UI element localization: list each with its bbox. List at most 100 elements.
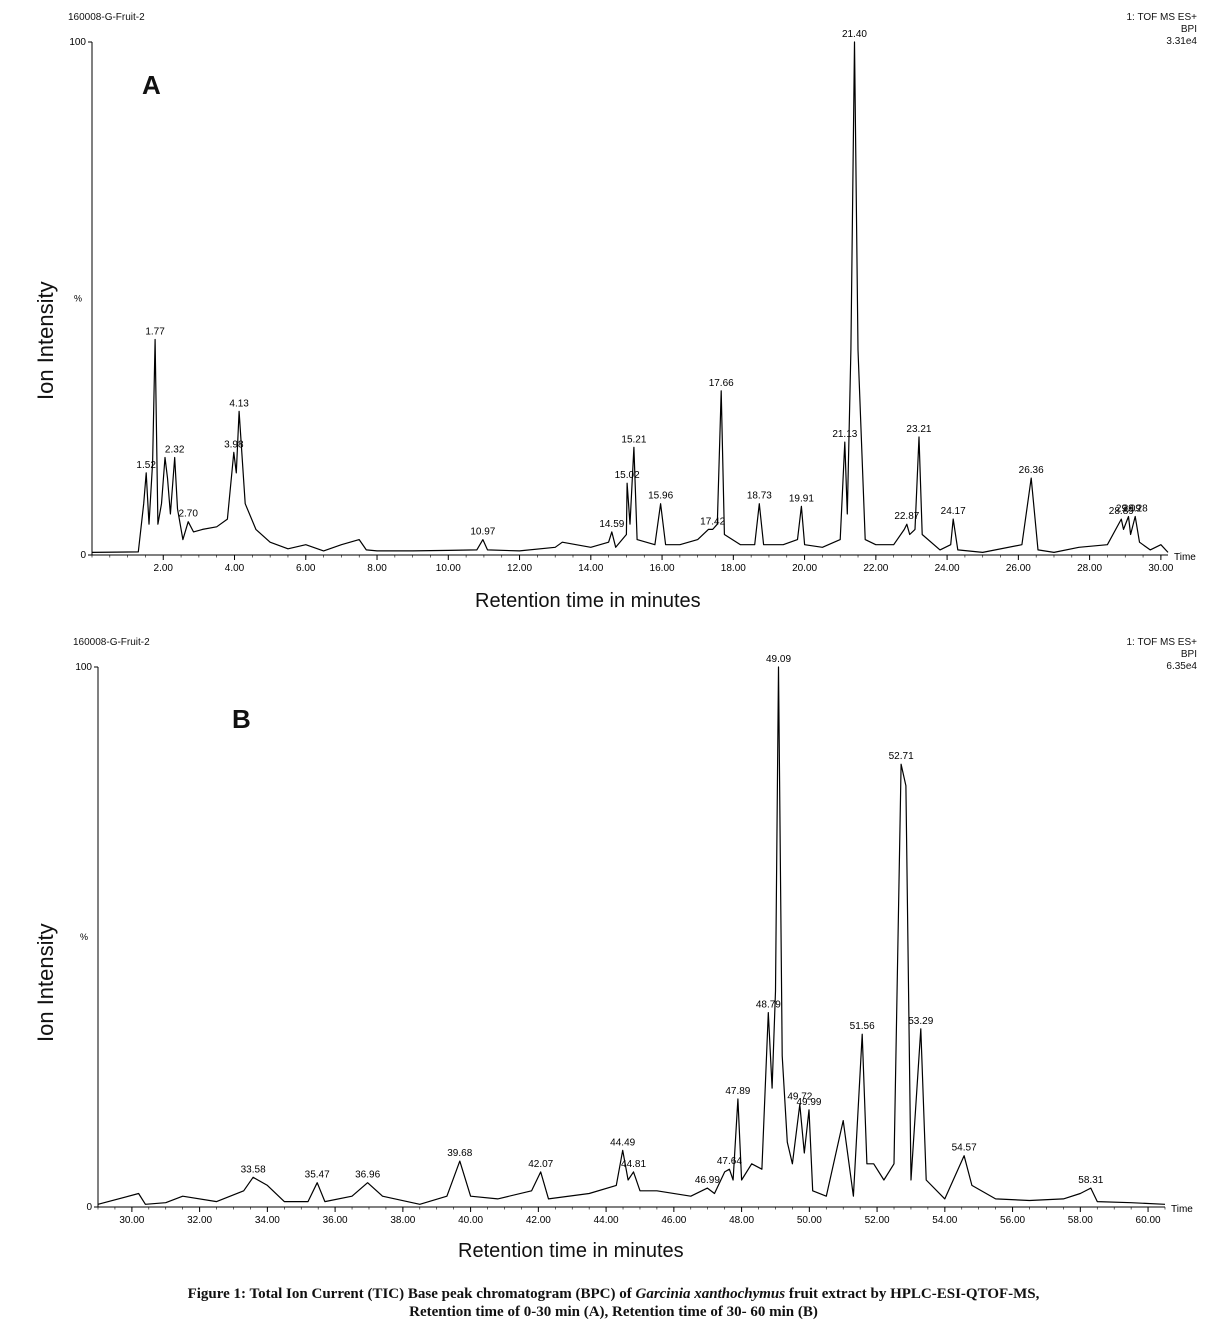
peak-label-a-20: 26.36 [1019, 465, 1044, 476]
header-scale-b: 6.35e4 [1166, 661, 1197, 672]
peak-label-a-12: 17.66 [709, 378, 734, 389]
x-tick-label-a-4: 10.00 [436, 563, 461, 574]
caption-line-2: Retention time of 0-30 min (A), Retentio… [409, 1304, 818, 1320]
y-unit-mark-a: % [74, 294, 82, 304]
header-type-a: BPI [1180, 24, 1197, 35]
x-tick-label-a-12: 26.00 [1006, 563, 1031, 574]
x-tick-label-b-14: 58.00 [1068, 1215, 1093, 1226]
x-tick-label-b-1: 32.00 [187, 1215, 212, 1226]
peak-label-b-6: 44.81 [621, 1159, 646, 1170]
peak-label-b-2: 36.96 [355, 1170, 380, 1181]
x-tick-label-a-2: 6.00 [296, 563, 316, 574]
x-axis-word-b: Time [1171, 1204, 1193, 1215]
chart-panel-b: 0 100% 30.00 32.00 34.00 36.00 38.00 40.00 42.00… [0, 630, 1227, 1270]
panel-letter-b: B [232, 704, 251, 734]
peak-label-b-16: 53.29 [908, 1016, 933, 1027]
peak-label-a-11: 17.42 [700, 516, 725, 527]
x-tick-label-b-12: 54.00 [932, 1215, 957, 1226]
chromatogram-a-plot: 0 100% 2.00 4.00 6.00 8.00 10.00 12.00 14.00 16.0… [69, 29, 1196, 574]
x-tick-label-a-8: 18.00 [721, 563, 746, 574]
x-tick-label-a-14: 30.00 [1148, 563, 1173, 574]
peak-label-a-10: 15.96 [648, 491, 673, 502]
chart-panel-a: 0 100% 2.00 4.00 6.00 8.00 10.00 12.00 14.00 16.0… [0, 0, 1227, 630]
peak-label-b-10: 48.79 [756, 1000, 781, 1011]
peak-label-b-11: 49.09 [766, 654, 791, 665]
peak-label-b-8: 47.64 [717, 1156, 742, 1167]
x-tick-label-a-7: 16.00 [650, 563, 675, 574]
peak-label-a-5: 4.13 [229, 398, 249, 409]
peak-label-a-21: 28.89 [1109, 506, 1134, 517]
y-unit-mark-b: % [80, 932, 88, 942]
header-scale-a: 3.31e4 [1166, 36, 1197, 47]
x-tick-label-a-1: 4.00 [225, 563, 245, 574]
caption-line-1: Figure 1: Total Ion Current (TIC) Base p… [0, 1285, 1227, 1303]
y-tick-label-b-0: 0 [86, 1202, 92, 1213]
x-tick-label-b-5: 40.00 [458, 1215, 483, 1226]
x-tick-label-b-4: 38.00 [390, 1215, 415, 1226]
peak-label-b-3: 39.68 [447, 1148, 472, 1159]
x-tick-label-a-11: 24.00 [935, 563, 960, 574]
x-tick-label-b-15: 60.00 [1136, 1215, 1161, 1226]
peak-label-a-17: 22.87 [894, 511, 919, 522]
y-tick-label-a-1: 100 [69, 37, 86, 48]
peak-label-a-22: 29.09 [1116, 504, 1141, 515]
peak-label-a-7: 14.59 [599, 519, 624, 530]
x-tick-label-a-0: 2.00 [154, 563, 174, 574]
header-mode-b: 1: TOF MS ES+ [1126, 637, 1198, 648]
peak-label-a-13: 18.73 [747, 491, 772, 502]
x-tick-label-a-13: 28.00 [1077, 563, 1102, 574]
peak-label-a-6: 10.97 [470, 527, 495, 538]
peak-label-b-4: 42.07 [528, 1159, 553, 1170]
x-tick-label-b-0: 30.00 [119, 1215, 144, 1226]
peak-label-a-8: 15.02 [615, 470, 640, 481]
x-tick-label-a-3: 8.00 [367, 563, 387, 574]
header-info-b: 1: TOF MS ES+ BPI 6.35e4 [1127, 637, 1198, 673]
peak-label-b-17: 54.57 [952, 1143, 977, 1154]
header-info-a: 1: TOF MS ES+ BPI 3.31e4 [1127, 12, 1198, 48]
peak-label-b-12: 49.72 [787, 1091, 812, 1102]
x-axis-label-a: Retention time in minutes [475, 590, 701, 612]
y-axis-label-b: Ion Intensity [33, 923, 58, 1042]
caption-suffix: fruit extract by HPLC-ESI-QTOF-MS, [785, 1286, 1040, 1302]
x-tick-label-a-5: 12.00 [507, 563, 532, 574]
peak-label-a-16: 21.40 [842, 29, 867, 40]
x-tick-label-a-6: 14.00 [578, 563, 603, 574]
x-tick-label-b-13: 56.00 [1000, 1215, 1025, 1226]
x-tick-label-b-7: 44.00 [594, 1215, 619, 1226]
x-tick-label-b-11: 52.00 [865, 1215, 890, 1226]
peak-label-a-15: 21.13 [832, 429, 857, 440]
figure-caption: Figure 1: Total Ion Current (TIC) Base p… [0, 1285, 1227, 1321]
x-tick-label-b-2: 34.00 [255, 1215, 280, 1226]
x-tick-label-b-8: 46.00 [661, 1215, 686, 1226]
y-axis-label-a: Ion Intensity [33, 281, 58, 400]
x-tick-label-b-10: 50.00 [797, 1215, 822, 1226]
peak-label-a-23: 29.28 [1123, 504, 1148, 515]
peak-label-a-18: 23.21 [906, 424, 931, 435]
peak-label-a-3: 2.70 [178, 509, 198, 520]
sample-id-a: 160008-G-Fruit-2 [68, 12, 145, 23]
peak-label-b-0: 33.58 [241, 1164, 266, 1175]
x-axis-label-b: Retention time in minutes [458, 1240, 684, 1262]
peak-label-b-7: 46.99 [695, 1175, 720, 1186]
caption-species: Garcinia xanthochymus [635, 1286, 786, 1302]
peak-label-a-9: 15.21 [621, 434, 646, 445]
x-tick-label-b-6: 42.00 [526, 1215, 551, 1226]
peak-label-b-9: 47.89 [725, 1086, 750, 1097]
panel-letter-a: A [142, 70, 161, 100]
x-tick-label-a-10: 22.00 [863, 563, 888, 574]
peak-label-b-13: 49.99 [796, 1097, 821, 1108]
peak-label-b-15: 52.71 [889, 751, 914, 762]
chromatogram-trace-a [91, 41, 1169, 554]
x-tick-label-b-9: 48.00 [729, 1215, 754, 1226]
sample-id-b: 160008-G-Fruit-2 [73, 637, 150, 648]
y-tick-label-b-1: 100 [75, 662, 92, 673]
x-axis-word-a: Time [1174, 552, 1196, 563]
peak-label-a-1: 1.77 [145, 327, 165, 338]
x-tick-label-a-9: 20.00 [792, 563, 817, 574]
peak-label-b-5: 44.49 [610, 1137, 635, 1148]
chromatogram-b-plot: 0 100% 30.00 32.00 34.00 36.00 38.00 40.00 42.00… [75, 654, 1193, 1226]
y-tick-label-a-0: 0 [80, 550, 86, 561]
peak-label-a-4: 3.98 [224, 439, 244, 450]
peak-label-b-1: 35.47 [305, 1170, 330, 1181]
peak-label-a-19: 24.17 [941, 506, 966, 517]
